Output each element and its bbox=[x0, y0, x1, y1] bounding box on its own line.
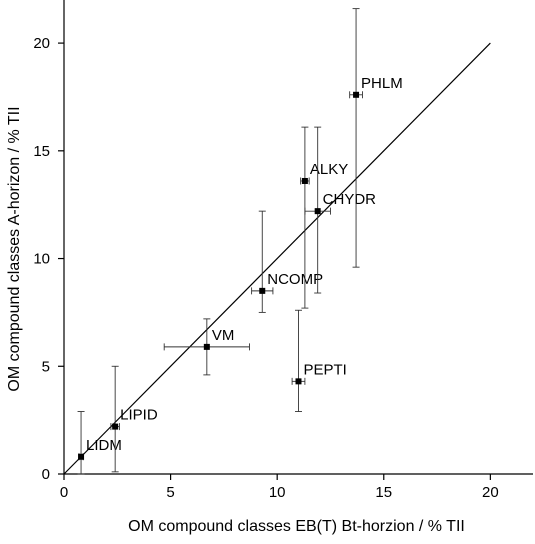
x-tick-label: 5 bbox=[166, 484, 174, 501]
data-point bbox=[78, 453, 85, 460]
y-tick-label: 15 bbox=[33, 143, 50, 160]
data-point bbox=[112, 423, 119, 430]
point-label: LIPID bbox=[120, 407, 158, 424]
point-label: LIDM bbox=[86, 437, 122, 454]
y-tick-label: 20 bbox=[33, 35, 50, 52]
data-point bbox=[295, 378, 302, 385]
y-tick-label: 5 bbox=[42, 358, 50, 375]
y-tick-label: 10 bbox=[33, 251, 50, 268]
x-tick-label: 0 bbox=[60, 484, 68, 501]
data-point bbox=[353, 91, 360, 98]
data-point bbox=[314, 208, 321, 215]
x-tick-label: 20 bbox=[482, 484, 499, 501]
x-tick-label: 15 bbox=[375, 484, 392, 501]
x-axis-title: OM compound classes EB(T) Bt-horzion / %… bbox=[128, 518, 465, 535]
data-point bbox=[259, 287, 266, 294]
y-tick-label: 0 bbox=[42, 466, 50, 483]
y-axis-title: OM compound classes A-horizon / % TII bbox=[6, 106, 23, 391]
point-label: NCOMP bbox=[267, 271, 323, 288]
data-point bbox=[301, 177, 308, 184]
one-to-one-line bbox=[63, 42, 491, 475]
point-label: CHYDR bbox=[323, 191, 377, 208]
x-tick-label: 10 bbox=[269, 484, 286, 501]
point-label: ALKY bbox=[310, 161, 348, 178]
point-label: VM bbox=[212, 327, 235, 344]
point-label: PHLM bbox=[361, 75, 403, 92]
point-label: PEPTI bbox=[304, 361, 347, 378]
data-point bbox=[203, 343, 210, 350]
